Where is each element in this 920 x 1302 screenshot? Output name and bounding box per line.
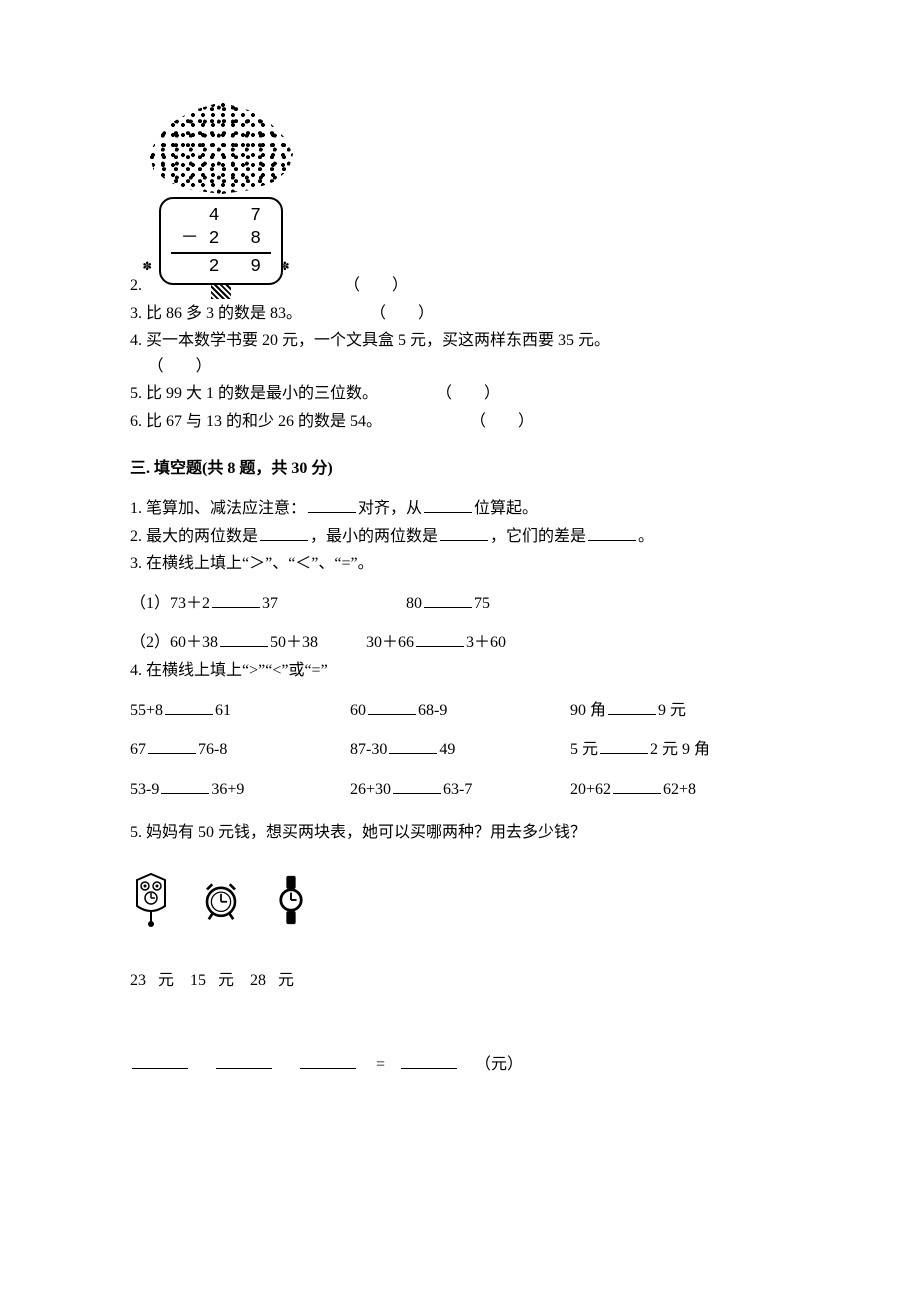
fill-blank[interactable] bbox=[424, 591, 472, 608]
tree-trunk-icon bbox=[211, 285, 231, 299]
question-6: 6. 比 67 与 13 的和少 26 的数是 54。 （ ） bbox=[130, 409, 790, 435]
fill-blank[interactable] bbox=[401, 1052, 457, 1069]
t: 36+9 bbox=[211, 781, 244, 798]
t: 80 bbox=[406, 595, 422, 612]
col-row-2: －2 8 bbox=[171, 228, 271, 251]
t: 50＋38 bbox=[270, 634, 318, 651]
t: 60 bbox=[350, 702, 366, 719]
equals-sign: = bbox=[376, 1056, 385, 1073]
t: 68-9 bbox=[418, 702, 447, 719]
fill-blank[interactable] bbox=[212, 591, 260, 608]
s3-q4-row3: 53-9 36+9 26+30 63-7 20+62 62+8 bbox=[130, 777, 790, 803]
t: 30＋66 bbox=[366, 634, 414, 651]
column-subtraction: 4 7 －2 8 2 9 bbox=[159, 197, 283, 285]
t: 55+8 bbox=[130, 702, 163, 719]
fill-blank[interactable] bbox=[132, 1052, 188, 1069]
s3q2-d: 。 bbox=[638, 528, 654, 545]
s3-q4-row2: 67 76-8 87-30 49 5 元 2 元 9 角 bbox=[130, 737, 790, 763]
fill-blank[interactable] bbox=[613, 777, 661, 794]
q5-text: 5. 比 99 大 1 的数是最小的三位数。 bbox=[130, 385, 378, 402]
s3-q3-head: 3. 在横线上填上“＞”、“＜”、“=”。 bbox=[130, 551, 790, 577]
t: 67 bbox=[130, 741, 146, 758]
question-2: 2. 4 7 －2 8 2 9 （ ） bbox=[130, 102, 790, 299]
t: 87-30 bbox=[350, 741, 387, 758]
fill-blank[interactable] bbox=[260, 524, 308, 541]
t: 49 bbox=[439, 741, 455, 758]
unit-label: （元） bbox=[475, 1056, 523, 1073]
t: 75 bbox=[474, 595, 490, 612]
fill-blank[interactable] bbox=[416, 630, 464, 647]
paren-blank[interactable]: （ ） bbox=[148, 358, 212, 375]
t: 9 元 bbox=[658, 702, 686, 719]
s3q2-a: 2. 最大的两位数是 bbox=[130, 528, 258, 545]
alarm-clock-icon bbox=[200, 874, 242, 926]
s3-q3-line2: （2）60＋38 50＋38 30＋66 3＋60 bbox=[130, 630, 790, 656]
t: 20+62 bbox=[570, 781, 611, 798]
s3-q1: 1. 笔算加、减法应注意： 对齐，从 位算起。 bbox=[130, 496, 790, 522]
section-3-title: 三. 填空题(共 8 题，共 30 分) bbox=[130, 456, 790, 482]
s3q2-b: ，最小的两位数是 bbox=[310, 528, 438, 545]
s3q1-a: 1. 笔算加、减法应注意： bbox=[130, 500, 306, 517]
col-row-1: 4 7 bbox=[171, 205, 271, 228]
fill-blank[interactable] bbox=[393, 777, 441, 794]
t: 5 元 bbox=[570, 741, 598, 758]
fill-blank[interactable] bbox=[165, 698, 213, 715]
fill-blank[interactable] bbox=[161, 777, 209, 794]
fill-blank[interactable] bbox=[389, 737, 437, 754]
question-3: 3. 比 86 多 3 的数是 83。 （ ） bbox=[130, 301, 790, 327]
question-4: 4. 买一本数学书要 20 元，一个文具盒 5 元，买这两样东西要 35 元。 … bbox=[130, 328, 790, 379]
fill-blank[interactable] bbox=[308, 496, 356, 513]
tree-figure: 4 7 －2 8 2 9 bbox=[146, 102, 296, 299]
t: 90 角 bbox=[570, 702, 606, 719]
t: 37 bbox=[262, 595, 278, 612]
fill-blank[interactable] bbox=[600, 737, 648, 754]
q4-text: 4. 买一本数学书要 20 元，一个文具盒 5 元，买这两样东西要 35 元。 bbox=[130, 332, 610, 349]
t: （1）73＋2 bbox=[130, 595, 210, 612]
col-rule bbox=[171, 252, 271, 254]
t: 53-9 bbox=[130, 781, 159, 798]
clock-prices: 23 元 15 元 28 元 bbox=[130, 968, 790, 994]
wrist-watch-icon bbox=[270, 874, 312, 926]
t: 76-8 bbox=[198, 741, 227, 758]
t: 63-7 bbox=[443, 781, 472, 798]
fill-blank[interactable] bbox=[424, 496, 472, 513]
t: 2 元 9 角 bbox=[650, 741, 710, 758]
fill-blank[interactable] bbox=[368, 698, 416, 715]
equation-line: = （元） bbox=[130, 1052, 790, 1078]
s3-q5-text: 5. 妈妈有 50 元钱，想买两块表，她可以买哪两种？用去多少钱？ bbox=[130, 820, 790, 846]
col-answer: 2 9 bbox=[171, 256, 271, 279]
paren-blank[interactable]: （ ） bbox=[344, 277, 408, 294]
s3q1-c: 位算起。 bbox=[474, 500, 538, 517]
s3q2-c: ，它们的差是 bbox=[490, 528, 586, 545]
t: 61 bbox=[215, 702, 231, 719]
fill-blank[interactable] bbox=[608, 698, 656, 715]
t: 62+8 bbox=[663, 781, 696, 798]
s3-q3-line1: （1）73＋2 37 80 75 bbox=[130, 591, 790, 617]
fill-blank[interactable] bbox=[300, 1052, 356, 1069]
fill-blank[interactable] bbox=[148, 737, 196, 754]
paren-blank[interactable]: （ ） bbox=[470, 413, 534, 430]
q3-text: 3. 比 86 多 3 的数是 83。 bbox=[130, 305, 302, 322]
q6-text: 6. 比 67 与 13 的和少 26 的数是 54。 bbox=[130, 413, 382, 430]
fill-blank[interactable] bbox=[440, 524, 488, 541]
fill-blank[interactable] bbox=[216, 1052, 272, 1069]
t: （2）60＋38 bbox=[130, 634, 218, 651]
paren-blank[interactable]: （ ） bbox=[370, 305, 434, 322]
fill-blank[interactable] bbox=[220, 630, 268, 647]
s3-q4-row1: 55+8 61 60 68-9 90 角 9 元 bbox=[130, 698, 790, 724]
s3-q4-head: 4. 在横线上填上“>”“<”或“=” bbox=[130, 658, 790, 684]
t: 3＋60 bbox=[466, 634, 506, 651]
owl-clock-icon bbox=[130, 874, 172, 926]
fill-blank[interactable] bbox=[588, 524, 636, 541]
question-5: 5. 比 99 大 1 的数是最小的三位数。 （ ） bbox=[130, 381, 790, 407]
tree-crown-icon bbox=[146, 102, 296, 202]
clock-row bbox=[130, 874, 790, 926]
s3q1-b: 对齐，从 bbox=[358, 500, 422, 517]
paren-blank[interactable]: （ ） bbox=[436, 385, 500, 402]
s3-q2: 2. 最大的两位数是 ，最小的两位数是 ，它们的差是 。 bbox=[130, 524, 790, 550]
t: 26+30 bbox=[350, 781, 391, 798]
q2-number: 2. bbox=[130, 277, 142, 294]
